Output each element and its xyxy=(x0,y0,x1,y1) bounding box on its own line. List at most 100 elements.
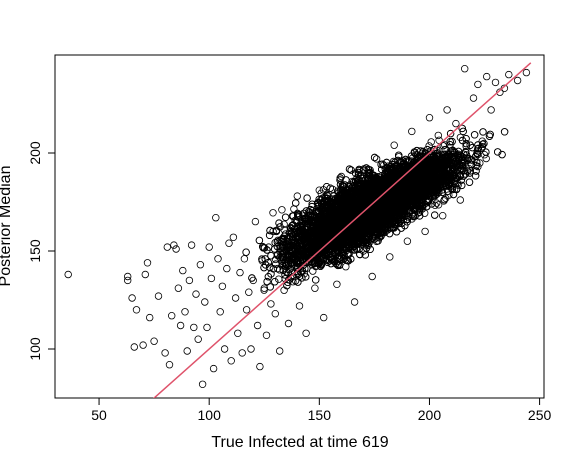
scatter-point xyxy=(207,274,216,283)
scatter-point xyxy=(439,211,447,220)
scatter-point xyxy=(216,308,224,316)
scatter-points xyxy=(64,64,531,388)
scatter-point xyxy=(236,268,244,277)
scatter-point xyxy=(478,137,486,145)
scatter-point xyxy=(434,201,443,209)
scatter-point xyxy=(483,72,491,81)
scatter-point xyxy=(231,294,240,302)
scatter-point xyxy=(214,255,222,263)
scatter-point xyxy=(469,94,478,102)
scatter-point xyxy=(64,270,72,279)
scatter-point xyxy=(452,119,460,128)
scatter-point xyxy=(350,298,359,306)
scatter-point xyxy=(408,127,416,136)
scatter-point xyxy=(443,106,451,114)
scatter-point xyxy=(433,199,441,207)
scatter-point xyxy=(150,337,158,345)
scatter-point xyxy=(229,233,238,241)
scatter-point xyxy=(267,300,275,308)
scatter-point xyxy=(130,343,138,351)
scatter-point xyxy=(196,261,205,269)
scatter-point xyxy=(445,191,453,199)
scatter-point xyxy=(179,266,187,275)
scatter-point xyxy=(165,361,174,369)
scatter-point xyxy=(284,319,293,328)
scatter-point xyxy=(295,302,304,310)
scatter-point xyxy=(240,255,249,263)
scatter-point xyxy=(278,206,286,214)
scatter-point xyxy=(198,380,207,388)
scatter-point xyxy=(123,276,132,285)
scatter-point xyxy=(421,227,429,236)
scatter-point xyxy=(203,323,211,332)
scatter-point xyxy=(474,80,482,89)
scatter-point xyxy=(227,357,235,365)
scatter-point xyxy=(123,272,132,281)
scatter-point xyxy=(491,78,500,87)
scatter-point xyxy=(482,154,490,163)
scatter-point xyxy=(293,192,301,200)
scatter-point xyxy=(434,131,442,140)
scatter-point xyxy=(276,347,284,355)
scatter-point xyxy=(386,253,394,261)
scatter-point xyxy=(403,237,412,245)
scatter-point xyxy=(425,113,434,122)
scatter-point xyxy=(242,306,251,314)
scatter-point xyxy=(194,335,202,343)
scatter-point xyxy=(172,245,180,253)
scatter-point xyxy=(209,364,218,373)
scatter-point xyxy=(167,312,176,320)
scatter-point xyxy=(190,323,198,332)
scatter-point xyxy=(187,241,196,249)
scatter-point xyxy=(128,294,136,302)
scatter-point xyxy=(161,349,169,357)
scatter-point xyxy=(253,321,262,330)
scatter-point xyxy=(183,347,191,355)
scatter-point xyxy=(311,284,319,292)
scatter-point xyxy=(176,321,185,330)
scatter-point xyxy=(474,162,482,171)
scatter-point xyxy=(271,310,279,318)
scatter-point xyxy=(192,290,200,298)
scatter-point xyxy=(372,155,381,163)
scatter-point xyxy=(181,308,189,316)
scatter-point xyxy=(212,213,220,222)
scatter-point xyxy=(154,292,163,300)
scatter-point xyxy=(132,306,141,314)
scatter-point xyxy=(245,288,253,296)
scatter-point xyxy=(513,76,522,85)
scatter-point xyxy=(251,217,260,226)
scatter-point xyxy=(163,243,171,251)
scatter-point xyxy=(170,241,178,249)
scatter-point xyxy=(185,276,194,285)
scatter-point xyxy=(174,284,183,292)
scatter-point xyxy=(505,70,513,79)
scatter-point xyxy=(234,329,242,337)
scatter-point xyxy=(143,259,152,267)
scatter-point xyxy=(320,313,328,322)
scatter-point xyxy=(247,345,255,353)
scatter-point xyxy=(145,313,154,322)
scatter-point xyxy=(487,106,495,114)
scatter-point xyxy=(141,270,149,279)
scatter-point xyxy=(456,196,464,204)
scatter-point xyxy=(461,64,469,73)
scatter-point xyxy=(496,88,504,96)
scatter-point xyxy=(218,282,227,290)
scatter-point xyxy=(256,362,264,371)
scatter-point xyxy=(238,349,246,357)
scatter-point xyxy=(390,141,398,149)
scatter-point xyxy=(302,329,310,337)
scatter-point xyxy=(139,341,147,349)
scatter-point xyxy=(201,298,209,306)
scatter-point xyxy=(262,331,271,339)
scatter-point xyxy=(205,243,213,251)
scatter-point xyxy=(333,280,341,288)
scatter-point xyxy=(427,138,435,146)
scatter-point xyxy=(223,264,231,273)
scatter-point xyxy=(225,239,233,247)
scatter-point xyxy=(368,272,376,281)
scatter-point xyxy=(220,345,229,353)
scatter-point xyxy=(522,68,531,77)
